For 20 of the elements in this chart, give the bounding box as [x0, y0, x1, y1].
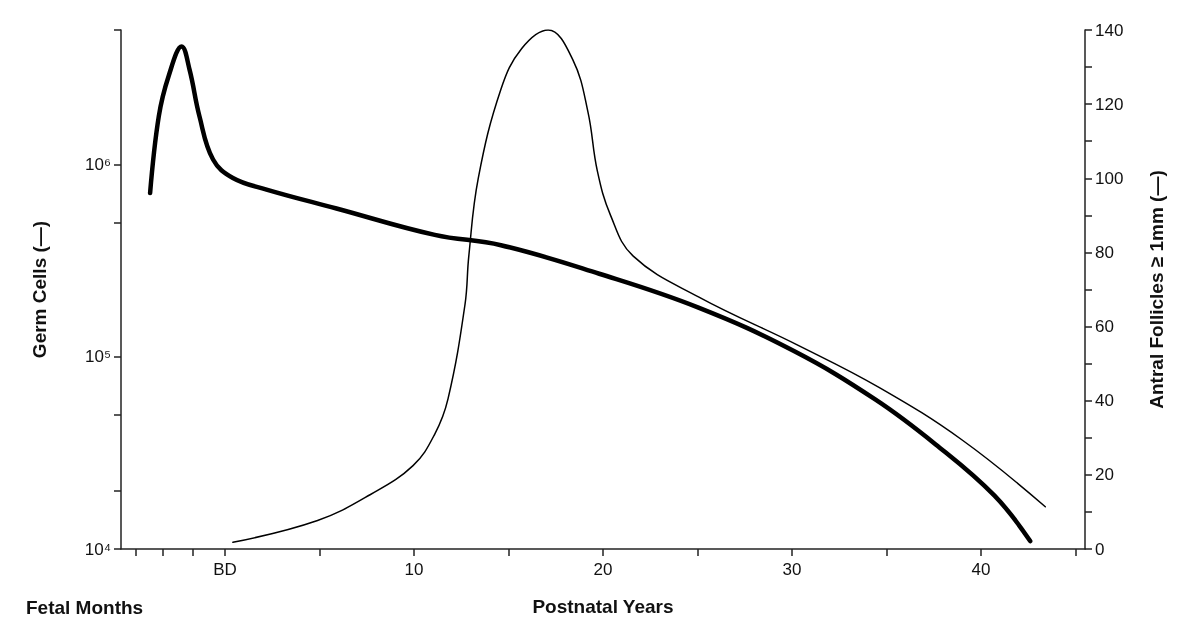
y2-tick-label: 0: [1095, 539, 1105, 559]
text: Fetal Months: [26, 597, 144, 618]
y-tick-label: 10⁵: [85, 347, 111, 367]
y2-tick-label: 20: [1095, 465, 1114, 485]
x-tick-label: 20: [593, 560, 613, 579]
y2-tick-label: 80: [1095, 242, 1114, 262]
x-tick-label: 40: [971, 560, 991, 579]
y2-tick-label: 100: [1095, 168, 1124, 188]
x-tick-label: 30: [782, 560, 802, 579]
y2-axis-title: Antral Follicles ≥ 1mm (—): [1146, 170, 1167, 409]
x-tick-label: BD: [213, 560, 237, 579]
x-axis-title: Postnatal Years: [532, 596, 674, 617]
x-tick-label: 10: [404, 560, 424, 579]
y2-tick-label: 140: [1095, 20, 1124, 40]
y-axis-title: Germ Cells (—): [29, 220, 50, 359]
y2-tick-label: 60: [1095, 317, 1114, 337]
y2-tick-label: 120: [1095, 94, 1124, 114]
y2-tick-label: 40: [1095, 391, 1114, 411]
y-tick-label: 10⁴: [84, 539, 111, 559]
y-tick-label: 10⁶: [85, 154, 111, 174]
